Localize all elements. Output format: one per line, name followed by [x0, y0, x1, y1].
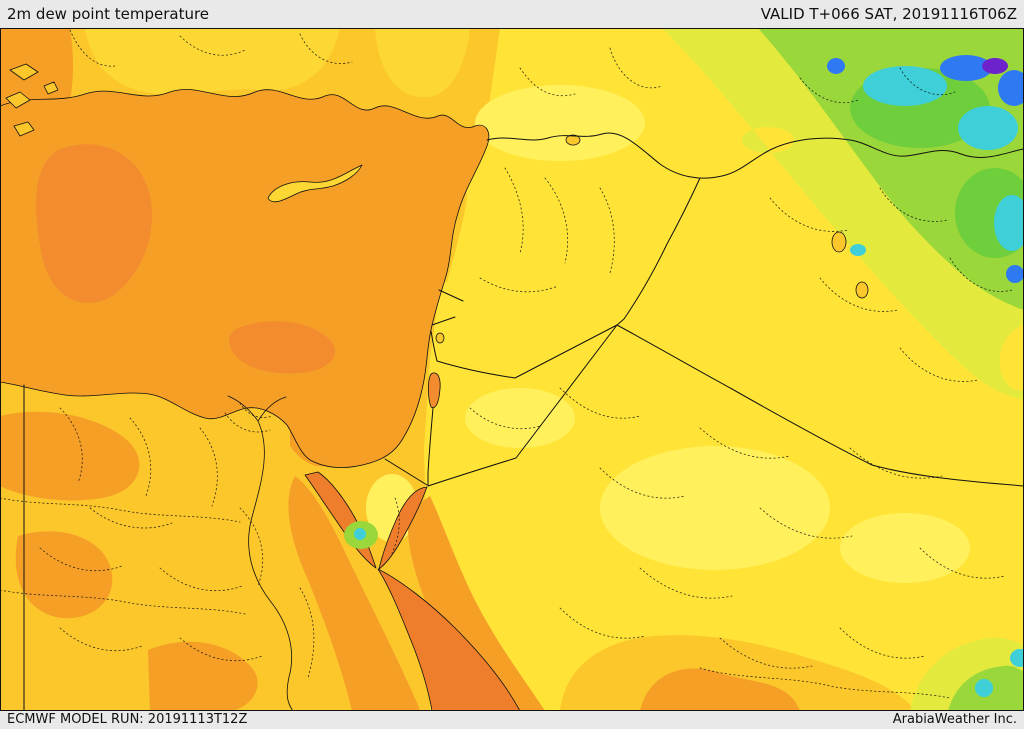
map-area	[0, 28, 1024, 711]
dead-sea	[427, 372, 441, 409]
map-title: 2m dew point temperature	[7, 5, 210, 23]
pale-yellow-patches	[366, 85, 970, 583]
valid-time-label: VALID T+066 SAT, 20191116T06Z	[760, 5, 1017, 23]
top-bar: 2m dew point temperature VALID T+066 SAT…	[0, 0, 1024, 28]
strong-orange-blobs	[36, 144, 336, 374]
cyprus-island	[267, 164, 363, 203]
country-borders	[23, 132, 1024, 711]
admin-boundaries	[0, 29, 1013, 699]
bottom-bar: ECMWF MODEL RUN: 20191113T12Z ArabiaWeat…	[0, 711, 1024, 729]
nile-river	[227, 395, 294, 711]
model-run-label: ECMWF MODEL RUN: 20191113T12Z	[7, 712, 248, 727]
weather-map	[0, 28, 1024, 711]
blue-spots	[827, 55, 1024, 283]
turkey-yellow-patches	[85, 28, 470, 98]
credit-label: ArabiaWeather Inc.	[892, 712, 1017, 727]
purple-spot	[982, 58, 1008, 74]
islands-and-lakes	[5, 63, 869, 344]
